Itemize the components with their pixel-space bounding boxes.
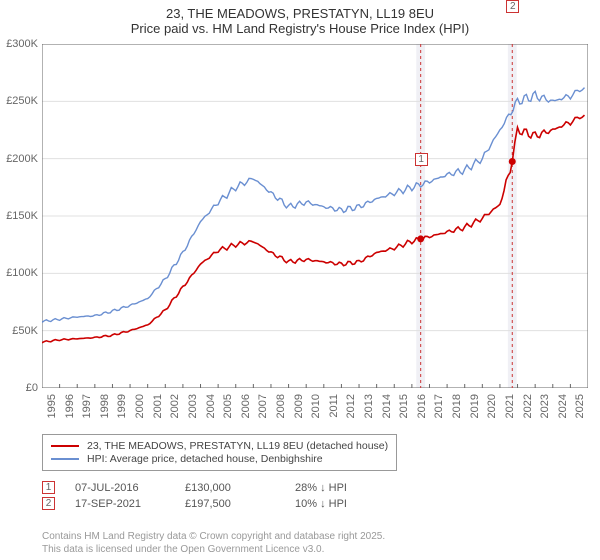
y-tick-label: £250K [6,95,38,107]
chart-svg [42,44,588,388]
event-delta: 28% ↓ HPI [295,482,347,494]
x-tick-label: 2012 [345,394,357,418]
x-tick-label: 2002 [169,394,181,418]
legend-label: HPI: Average price, detached house, Denb… [87,453,323,465]
x-tick-label: 2000 [134,394,146,418]
y-tick-label: £150K [6,210,38,222]
x-tick-label: 2005 [222,394,234,418]
x-tick-label: 2019 [469,394,481,418]
x-tick-label: 2015 [398,394,410,418]
x-tick-label: 1996 [64,394,76,418]
legend-label: 23, THE MEADOWS, PRESTATYN, LL19 8EU (de… [87,440,388,452]
event-delta: 10% ↓ HPI [295,498,347,510]
event-date: 07-JUL-2016 [75,482,185,494]
event-row: 2 17-SEP-2021£197,50010% ↓ HPI [42,497,588,510]
y-tick-label: £100K [6,267,38,279]
legend: 23, THE MEADOWS, PRESTATYN, LL19 8EU (de… [42,434,397,471]
chart-container: 23, THE MEADOWS, PRESTATYN, LL19 8EU Pri… [0,0,600,560]
event-box: 1 [42,481,55,494]
x-tick-label: 2017 [433,394,445,418]
event-box: 2 [42,497,55,510]
x-tick-label: 2022 [522,394,534,418]
attribution-line-2: This data is licensed under the Open Gov… [42,544,385,557]
x-tick-label: 2007 [257,394,269,418]
x-axis-labels: 1995 1996 1997 1998 1999 2000 2001 2002 2003 2004… [42,392,588,428]
x-tick-label: 1998 [99,394,111,418]
title-line-2: Price paid vs. HM Land Registry's House … [0,21,600,36]
x-tick-label: 2021 [504,394,516,418]
y-tick-label: £300K [6,38,38,50]
legend-swatch [51,445,79,447]
y-tick-label: £0 [26,382,38,394]
chart-area: 12 [42,44,588,412]
y-tick-label: £200K [6,153,38,165]
attribution: Contains HM Land Registry data © Crown c… [42,531,385,556]
event-marker-1: 1 [415,153,428,166]
x-tick-label: 2023 [539,394,551,418]
x-tick-label: 2020 [486,394,498,418]
x-tick-label: 2016 [416,394,428,418]
legend-swatch [51,458,79,460]
x-tick-label: 1997 [81,394,93,418]
x-tick-label: 2024 [557,394,569,418]
attribution-line-1: Contains HM Land Registry data © Crown c… [42,531,385,544]
legend-item: HPI: Average price, detached house, Denb… [51,453,388,465]
x-tick-label: 2018 [451,394,463,418]
events-table: 1 07-JUL-2016£130,00028% ↓ HPI 2 17-SEP-202… [42,478,588,513]
x-tick-label: 2004 [205,394,217,418]
x-tick-label: 2003 [187,394,199,418]
event-marker-2: 2 [506,0,519,13]
x-tick-label: 2009 [293,394,305,418]
y-tick-label: £50K [12,325,38,337]
x-tick-label: 2013 [363,394,375,418]
x-tick-label: 2025 [574,394,586,418]
legend-item: 23, THE MEADOWS, PRESTATYN, LL19 8EU (de… [51,440,388,452]
event-price: £197,500 [185,498,295,510]
x-tick-label: 2014 [381,394,393,418]
x-tick-label: 2010 [310,394,322,418]
y-axis-labels: £0£50K£100K£150K£200K£250K£300K [0,44,42,388]
event-row: 1 07-JUL-2016£130,00028% ↓ HPI [42,481,588,494]
x-tick-label: 2006 [240,394,252,418]
x-tick-label: 2011 [328,394,340,418]
x-tick-label: 2008 [275,394,287,418]
event-date: 17-SEP-2021 [75,498,185,510]
event-price: £130,000 [185,482,295,494]
x-tick-label: 2001 [152,394,164,418]
x-tick-label: 1995 [46,394,58,418]
x-tick-label: 1999 [116,394,128,418]
